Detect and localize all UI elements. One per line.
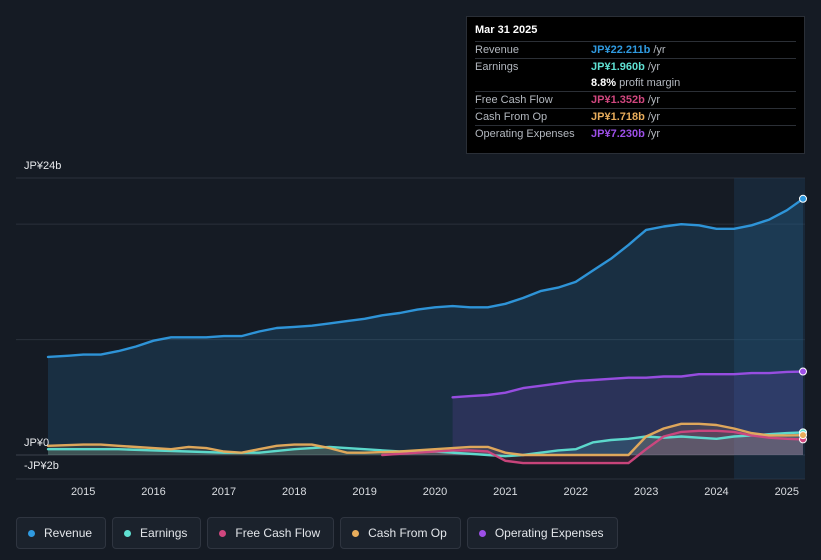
tooltip-row-fcf: Free Cash Flow JP¥1.352b /yr bbox=[475, 91, 796, 108]
tooltip-date: Mar 31 2025 bbox=[475, 24, 538, 36]
tooltip-label: Operating Expenses bbox=[475, 128, 575, 140]
x-tick-label: 2024 bbox=[704, 486, 728, 498]
y-label-bottom: -JP¥2b bbox=[24, 460, 59, 472]
operating-expenses-line bbox=[451, 370, 805, 399]
tooltip-row-margin: 8.8% profit margin bbox=[475, 75, 796, 91]
legend: Revenue Earnings Free Cash Flow Cash Fro… bbox=[16, 517, 618, 549]
tooltip-row-opex: Operating Expenses JP¥7.230b /yr bbox=[475, 125, 796, 142]
legend-dot-icon bbox=[352, 529, 360, 537]
forecast-highlight-band bbox=[734, 178, 805, 479]
legend-label: Earnings bbox=[140, 526, 188, 540]
x-tick-label: 2015 bbox=[71, 486, 95, 498]
tooltip-unit: /yr bbox=[647, 111, 661, 123]
tooltip-unit: /yr bbox=[647, 94, 661, 106]
tooltip-value: JP¥7.230b bbox=[591, 128, 645, 140]
free-cash-flow-area bbox=[382, 430, 803, 464]
tooltip-unit: profit margin bbox=[619, 77, 681, 89]
legend-dot-icon bbox=[219, 529, 227, 537]
series-areas bbox=[48, 198, 803, 464]
tooltip-value: JP¥1.718b bbox=[591, 111, 645, 123]
free-cash-flow-line bbox=[381, 429, 805, 465]
operating-expenses-end-point bbox=[799, 367, 807, 376]
cash-from-op-area bbox=[48, 423, 803, 455]
tooltip-label: Free Cash Flow bbox=[475, 94, 553, 106]
x-tick-label: 2022 bbox=[563, 486, 587, 498]
legend-dot-icon bbox=[28, 529, 35, 537]
revenue-line bbox=[46, 197, 805, 359]
x-tick-label: 2020 bbox=[423, 486, 447, 498]
tooltip-row-earnings: Earnings JP¥1.960b /yr bbox=[475, 58, 796, 75]
legend-earnings-button[interactable]: Earnings bbox=[112, 517, 202, 549]
tooltip-unit: /yr bbox=[653, 44, 666, 56]
tooltip-label: Revenue bbox=[475, 44, 520, 56]
series-endpoints bbox=[799, 194, 807, 444]
series-lines bbox=[46, 197, 805, 465]
x-tick-label: 2019 bbox=[352, 486, 376, 498]
cash-from-op-end-point bbox=[799, 431, 807, 440]
y-label-zero: JP¥0 bbox=[24, 437, 50, 449]
legend-label: Free Cash Flow bbox=[235, 526, 321, 540]
tooltip-label: Earnings bbox=[475, 61, 519, 73]
operating-expenses-area bbox=[452, 371, 803, 455]
tooltip-unit: /yr bbox=[647, 61, 661, 73]
legend-dot-icon bbox=[478, 529, 486, 537]
tooltip-panel: Mar 31 2025 Revenue JP¥22.211b /yr Earni… bbox=[466, 16, 805, 154]
x-tick-label: 2021 bbox=[493, 486, 517, 498]
tooltip-row-revenue: Revenue JP¥22.211b /yr bbox=[475, 41, 796, 58]
tooltip-value: JP¥1.352b bbox=[591, 94, 645, 106]
legend-label: Revenue bbox=[44, 526, 93, 540]
cash-from-op-line bbox=[46, 422, 805, 457]
legend-dot-icon bbox=[124, 529, 132, 537]
x-tick-label: 2025 bbox=[775, 486, 799, 498]
tooltip-value: 8.8% bbox=[591, 77, 617, 89]
legend-free-cash-flow-button[interactable]: Free Cash Flow bbox=[207, 517, 335, 549]
tooltip-row-cfo: Cash From Op JP¥1.718b /yr bbox=[475, 108, 796, 125]
x-tick-label: 2017 bbox=[212, 486, 236, 498]
revenue-end-point bbox=[799, 194, 807, 203]
legend-label: Operating Expenses bbox=[494, 526, 604, 540]
legend-revenue-button[interactable]: Revenue bbox=[16, 517, 107, 549]
tooltip-label: Cash From Op bbox=[475, 111, 548, 123]
revenue-area bbox=[48, 198, 803, 456]
x-tick-label: 2016 bbox=[141, 486, 165, 498]
x-tick-label: 2023 bbox=[634, 486, 658, 498]
x-axis-ticks: 2015 2016 2017 2018 2019 2020 2021 2022 2023 2024… bbox=[71, 486, 799, 498]
legend-operating-expenses-button[interactable]: Operating Expenses bbox=[466, 517, 618, 549]
legend-label: Cash From Op bbox=[368, 526, 447, 540]
tooltip-unit: /yr bbox=[647, 128, 661, 140]
y-label-top: JP¥24b bbox=[24, 160, 62, 172]
tooltip-value: JP¥1.960b bbox=[591, 61, 645, 73]
earnings-area bbox=[48, 432, 803, 457]
x-tick-label: 2018 bbox=[282, 486, 306, 498]
legend-cash-from-op-button[interactable]: Cash From Op bbox=[340, 517, 461, 549]
tooltip-value: JP¥22.211b bbox=[591, 44, 651, 56]
